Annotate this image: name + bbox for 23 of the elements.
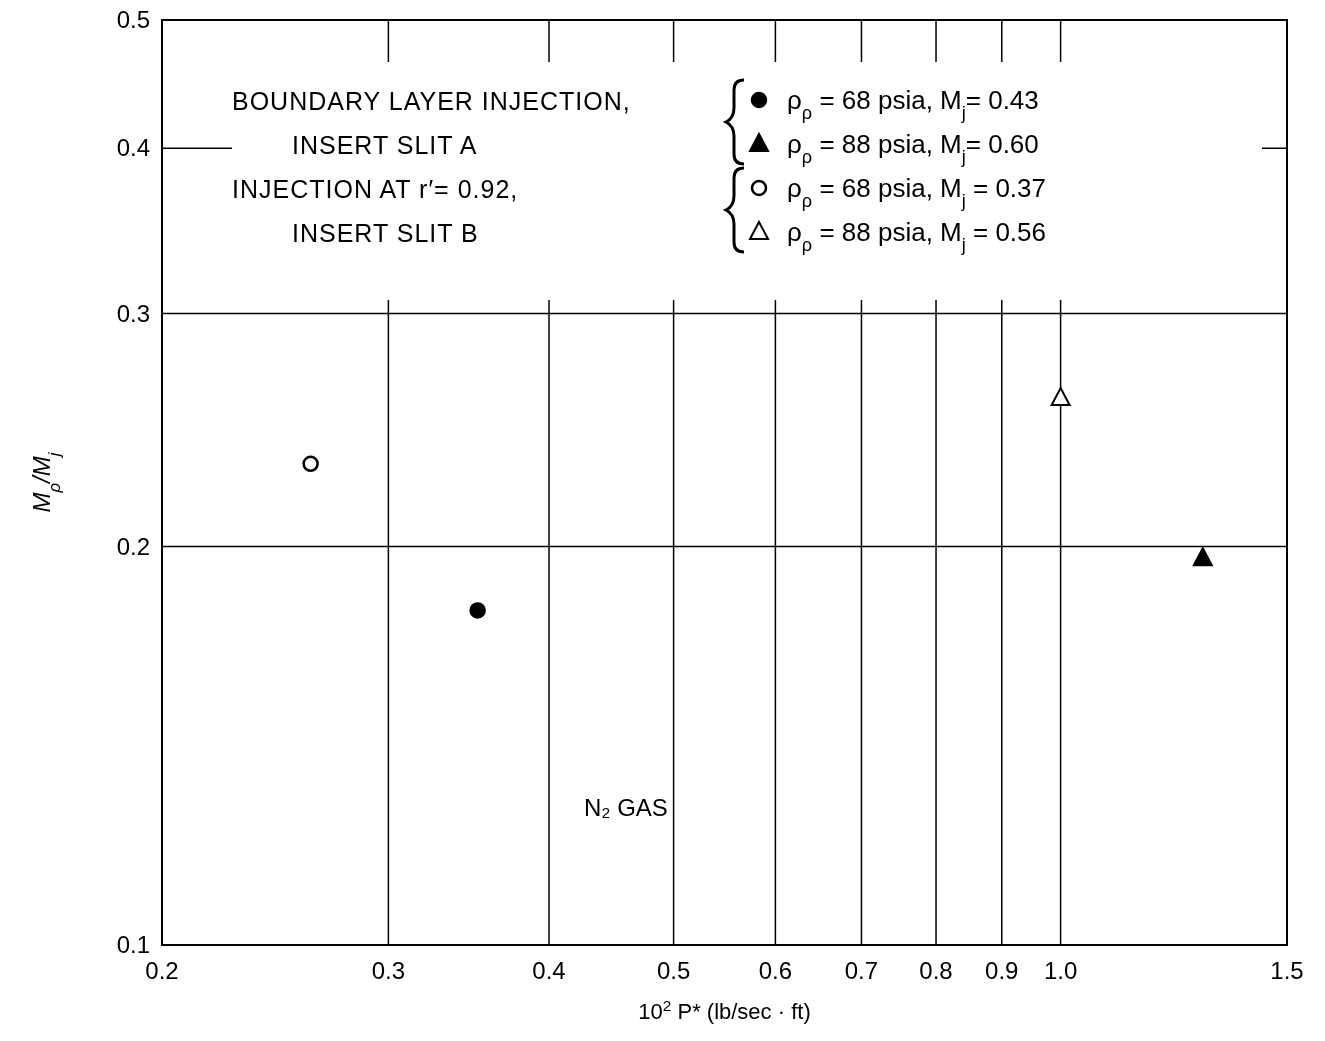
annotation: N₂ GAS (583, 793, 668, 821)
legend-label: ρ$_{ρ}$ = 68 psia, M$_{j}$= 0.43 (787, 85, 1039, 123)
annotation: INJECTION AT r′= 0.92, INSERT SLIT B (232, 175, 519, 247)
x-tick-label: 0.5 (656, 957, 691, 984)
legend-label: ρ$_{ρ}$ = 68 psia, M$_{j}$ = 0.37 (787, 173, 1047, 211)
x-tick-label: 0.3 (371, 957, 406, 984)
y-tick-label: 0.1 (116, 931, 150, 958)
x-tick-label: 1.5 (1270, 957, 1304, 984)
legend-label: ρ$_{ρ}$ = 88 psia, M$_{j}$= 0.60 (787, 129, 1039, 167)
annotation: BOUNDARY LAYER INJECTION, INSERT SLIT A (232, 87, 631, 159)
x-tick-label: 0.8 (919, 957, 953, 984)
x-tick-label: 0.2 (145, 957, 179, 984)
legend-label: ρ$_{ρ}$ = 88 psia, M$_{j}$ = 0.56 (787, 217, 1047, 255)
x-tick-label: 0.9 (985, 957, 1019, 984)
y-tick-label: 0.5 (116, 6, 150, 33)
x-tick-label: 0.6 (758, 957, 793, 984)
x-tick-label: 0.4 (532, 957, 566, 984)
x-tick-label: 0.7 (844, 957, 879, 984)
x-tick-label: 1.0 (1043, 957, 1078, 984)
y-tick-label: 0.2 (116, 532, 150, 560)
y-tick-label: 0.4 (116, 134, 150, 162)
y-tick-label: 0.3 (116, 299, 150, 327)
x-axis-title: 10$^{2}$ P* (lb/sec · ft) (638, 996, 811, 1024)
